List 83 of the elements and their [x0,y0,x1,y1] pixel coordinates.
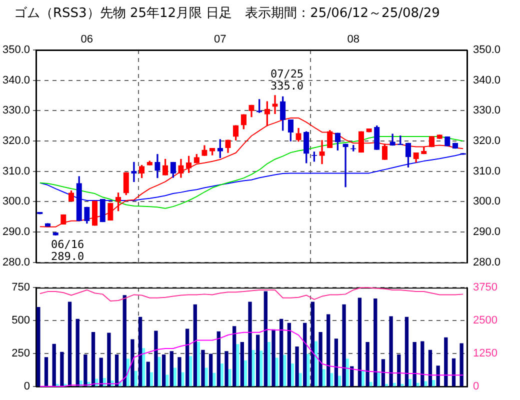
bar [342,304,346,386]
bar [162,354,166,386]
bar [358,298,362,386]
y-tick-label: 280.0 [2,256,30,268]
bar [318,332,322,386]
bar [326,314,330,386]
bar [280,318,284,386]
bar [224,351,228,386]
bar [381,359,386,386]
bar [208,354,213,386]
bar [84,354,88,386]
x-tick-label: 07 [214,33,226,46]
y2-tick-label: 1250 [473,348,498,360]
bar [334,338,338,386]
bar [52,344,56,386]
bar [389,316,393,386]
bar [107,332,111,386]
y2-tick-label: 330.0 [473,104,501,117]
y2-tick-label: 340.0 [473,74,501,86]
bar [374,298,378,386]
bar [114,354,119,386]
bar [295,346,299,386]
bar [193,304,197,386]
y-tick-label: 750 [12,282,30,294]
bar [130,339,134,386]
bar [272,329,276,386]
y2-tick-label: 320.0 [473,135,501,148]
y-tick-label: 500 [12,314,30,327]
y2-tick-label: 3750 [473,282,498,294]
bar [178,357,182,386]
bar [76,318,80,386]
annotation: 06/16 289.0 [51,238,84,264]
y-tick-label: 250 [12,348,30,360]
bar [287,322,292,386]
bar [154,330,158,386]
bar [36,307,40,386]
bar [460,343,464,386]
bar [185,328,190,386]
y-tick-label: 350.0 [2,44,30,56]
y-tick-label: 0 [24,380,30,392]
bar [44,357,48,386]
y-tick-label: 330.0 [2,104,30,117]
y2-tick-label: 310.0 [473,165,501,178]
y2-tick-label: 280.0 [473,256,501,268]
bar [452,358,456,386]
y-tick-label: 290.0 [2,226,30,238]
x-tick-label: 06 [80,33,94,46]
bar [366,342,370,386]
bar [303,322,307,386]
bar [444,337,448,386]
bar [240,342,244,386]
bar [232,326,236,386]
bar [99,358,103,386]
bar [170,351,174,386]
bar [60,352,64,386]
bar [122,295,126,386]
bar [428,350,432,386]
bar [420,341,424,386]
y2-tick-label: 300.0 [473,196,501,208]
bar [264,291,268,386]
bar [248,302,252,386]
bar [91,332,96,386]
bar [216,331,220,386]
annotation: 07/25 335.0 [270,68,304,93]
bar [310,302,315,386]
bar [256,334,260,386]
bar [397,354,401,386]
y-tick-label: 310.0 [2,165,30,178]
x-tick-label: 08 [347,33,360,46]
y-tick-label: 320.0 [2,135,30,148]
bar [436,366,440,386]
bar [146,362,150,386]
bar [68,302,72,386]
y2-tick-label: 0 [473,380,480,392]
y2-tick-label: 2500 [473,314,498,327]
y-tick-label: 300.0 [2,196,30,208]
y-tick-label: 340.0 [2,74,30,86]
y2-tick-label: 350.0 [473,44,501,56]
bar [412,342,416,386]
bar [404,316,409,386]
chart-title: ゴム（RSS3）先物 25年12月限 日足 表示期間：25/06/12～25/08/29 [14,5,440,22]
bar [201,350,205,386]
y2-tick-label: 290.0 [473,226,501,238]
